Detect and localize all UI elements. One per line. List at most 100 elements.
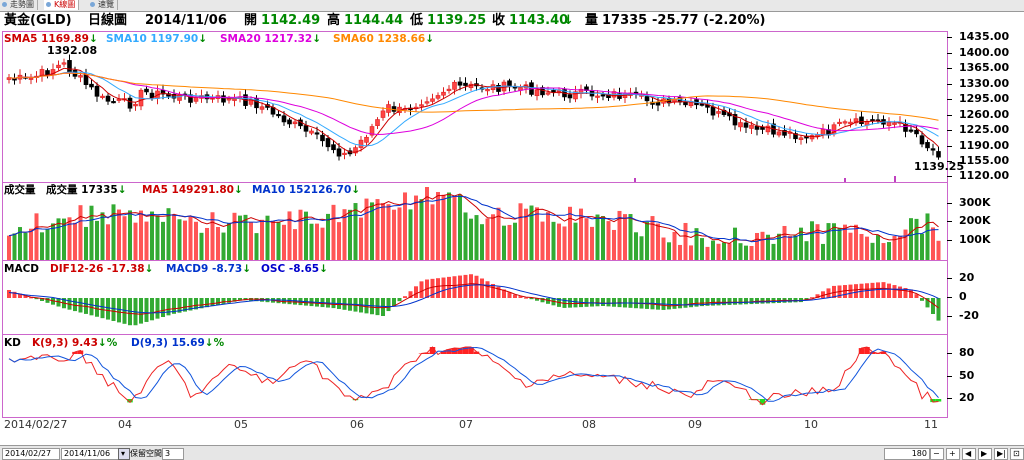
volume-bar [403,192,407,260]
volume-bar [695,228,699,260]
settings-icon[interactable]: ▾ [118,448,130,460]
volume-bar [117,210,121,260]
volume-bar [865,237,869,260]
volume-bar [150,212,154,260]
candle [453,82,457,89]
tab-tick-chart[interactable]: 走勢圖 [0,0,38,10]
candle [860,117,864,124]
quote-date: 2014/11/06 [145,12,227,30]
high-value: 1144.44 [344,12,403,30]
candle [359,140,363,147]
osc-bar [282,298,286,304]
candle [887,122,891,125]
volume-bar [95,221,99,260]
volume-bar [200,233,204,260]
sma10-label: SMA10 1197.90↓ [106,33,207,45]
volume-bar [145,222,149,260]
osc-bar [898,287,902,298]
price-tick: 1330.00 [959,78,1009,89]
osc-bar [739,298,743,305]
start-date-field[interactable]: 2014/02/27 [2,448,60,460]
candle [376,120,380,126]
price-tick: 1260.00 [959,109,1009,120]
candle [282,116,286,122]
volume-bar [442,195,446,260]
volume-bar [502,226,506,260]
close-down-arrow-icon: ↓ [563,12,574,30]
keep-space-value[interactable]: 3 [162,448,184,460]
volume-bar [321,228,325,260]
volume-bar [849,233,853,260]
scroll-right-icon[interactable]: ▶ [978,448,992,460]
low-value: 1139.25 [427,12,486,30]
volume-bar [194,222,198,260]
volume-bar [310,224,314,260]
volume-bar [112,204,116,260]
volume-bar [447,193,451,260]
volume-bar [541,222,545,260]
volume-bar [717,244,721,260]
volume-bar [222,233,226,260]
tab-quick-view[interactable]: 速覽 [88,0,118,10]
tab-icon [2,2,7,7]
period-high-note: 1392.08 [47,45,97,57]
volume-bar [706,247,710,260]
volume-bar [469,219,473,260]
volume-bar [29,229,33,260]
x-axis-label: 07 [459,418,473,431]
zoom-in-icon[interactable]: + [946,448,960,460]
volume-bar [123,216,127,260]
scroll-left-icon[interactable]: ◀ [962,448,976,460]
osc-bar [854,284,858,298]
price-tick: 1365.00 [959,62,1009,73]
volume-value: 17335 [602,12,647,30]
volume-bar [453,196,457,260]
scroll-end-icon[interactable]: ▶| [994,448,1008,460]
candle [128,98,132,108]
candle [458,82,462,85]
volume-bar [183,221,187,260]
candle [13,79,17,81]
candle [656,102,660,105]
x-axis-label: 10 [804,418,818,431]
volume-bar [601,216,605,260]
candle [326,138,330,146]
tab-k-chart[interactable]: K線圖 [44,0,79,10]
osc-bar [486,281,490,298]
volume-bar [458,194,462,260]
x-axis-label: 09 [688,418,702,431]
volume-bar [909,218,913,260]
osc-bar [414,286,418,298]
volume-bar [783,226,787,260]
candle [750,125,754,128]
candle [926,142,930,148]
candle [321,135,325,141]
candle [310,131,314,133]
volume-bar [40,232,44,260]
volume-bar [876,235,880,260]
volume-bar [414,196,418,260]
osc-bar [673,298,677,309]
candle [799,138,803,140]
candle [365,137,369,142]
candle [546,93,550,95]
osc-bar [887,284,891,298]
x-axis-label: 06 [350,418,364,431]
osc-bar [568,298,572,308]
volume-bar [271,221,275,260]
bar-count-field[interactable]: 180 [884,448,930,460]
volume-bar [420,199,424,260]
zoom-out-icon[interactable]: − [930,448,944,460]
candle [684,102,688,105]
bottom-toolbar: 2014/02/27 2014/11/06 ▾ 保留空間 3 180 − + ◀… [0,445,1024,460]
osc-bar [744,298,748,304]
osc-bar [469,274,473,298]
end-date-field[interactable]: 2014/11/06 [61,448,119,460]
osc-bar [475,276,479,298]
price-panel[interactable] [2,31,948,183]
candle [711,107,715,115]
candle [112,101,116,103]
candle [821,129,825,134]
osc-bar [101,298,105,318]
fit-icon[interactable]: ⊡ [1010,448,1024,460]
